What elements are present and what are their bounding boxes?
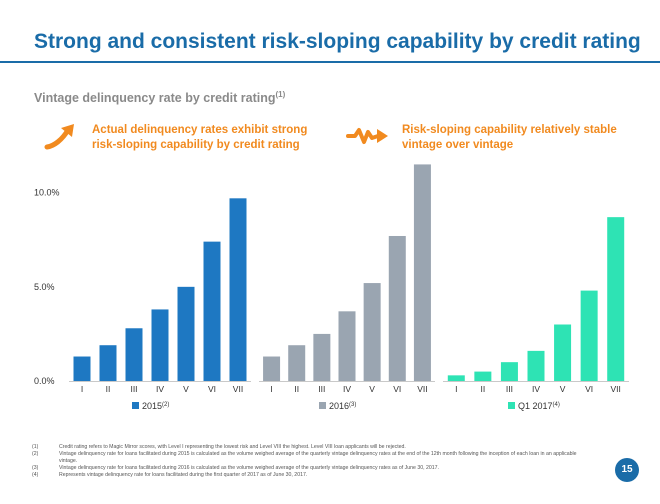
footnote-number: (3) [32,465,39,471]
page-number-badge: 15 [615,458,639,482]
title-divider [0,61,660,63]
x-tick-label: IV [532,384,540,394]
x-tick-label: V [560,384,566,394]
bar-2015-ii [99,345,117,381]
bar-q1-2017-vi [580,290,598,381]
x-tick-label: IV [343,384,351,394]
y-tick-label: 10.0% [34,188,60,198]
y-tick-label: 0.0% [34,376,55,386]
bar-2015-v [177,286,195,381]
footnote-2: (2) Vintage delinquency rate for loans fa… [32,451,592,465]
bar-q1-2017-v [554,324,572,381]
trending-up-arrow-icon [44,124,74,150]
footnote-text: Vintage delinquency rate for loans facil… [59,451,577,464]
callout-left-line2: risk-sloping capability by credit rating [92,139,300,151]
x-tick-label: I [455,384,457,394]
subtitle-footnote-ref: (1) [275,90,286,99]
x-tick-label: III [130,384,137,394]
bar-2016-ii [288,345,306,381]
x-tick-label: III [506,384,513,394]
footnote-number: (1) [32,444,39,450]
bar-q1-2017-i [447,375,465,381]
bar-q1-2017-iii [500,362,518,381]
x-tick-label: V [369,384,375,394]
legend-footnote-ref: (2) [162,402,169,408]
x-tick-label: II [480,384,485,394]
x-tick-label: I [270,384,272,394]
stable-wave-arrow-icon [346,128,388,144]
legend-label: 2015(2) [142,401,169,411]
x-tick-label: II [106,384,111,394]
callout-left: Actual delinquency rates exhibit strong … [92,123,307,153]
bar-2015-i [73,356,91,381]
x-tick-label: VII [233,384,243,394]
x-tick-label: IV [156,384,164,394]
legend-swatch [319,402,326,409]
callout-left-line1: Actual delinquency rates exhibit strong [92,124,308,136]
subtitle-text: Vintage delinquency rate by credit ratin… [34,91,276,106]
footnote-text: Vintage delinquency rate for loans facil… [59,465,439,471]
bar-2015-vi [203,241,221,381]
x-tick-label: VI [585,384,593,394]
bar-q1-2017-iv [527,350,545,381]
bar-2016-i [263,356,281,381]
callout-right-line2: vintage over vintage [402,139,514,151]
bar-2016-vii [413,164,431,381]
x-tick-label: II [294,384,299,394]
bar-2015-iii [125,328,143,381]
callout-right: Risk-sloping capability relatively stabl… [402,123,617,153]
x-tick-label: I [81,384,83,394]
footnote-4: (4) Represents vintage delinquency rate f… [32,472,592,479]
footnote-3: (3) Vintage delinquency rate for loans fa… [32,465,592,472]
bar-q1-2017-vii [607,217,625,381]
x-tick-label: VI [393,384,401,394]
x-tick-label: III [318,384,325,394]
bar-2015-vii [229,198,247,381]
footnote-1: (1) Credit rating refers to Magic Mirror … [32,444,592,451]
legend-swatch [132,402,139,409]
page-title: Strong and consistent risk-sloping capab… [34,30,641,53]
bar-2016-iv [338,311,356,381]
bar-2016-v [363,283,381,381]
x-tick-label: VII [611,384,621,394]
legend-label: Q1 2017(4) [518,401,560,411]
bar-2015-iv [151,309,169,381]
chart-subtitle: Vintage delinquency rate by credit ratin… [34,90,285,105]
footnote-text: Represents vintage delinquency rate for … [59,472,308,478]
x-tick-label: VII [417,384,427,394]
footnote-number: (4) [32,472,39,478]
x-tick-label: VI [208,384,216,394]
bar-2016-iii [313,333,331,381]
bar-q1-2017-ii [474,371,492,381]
legend-label: 2016(3) [329,401,356,411]
legend-swatch [508,402,515,409]
footnotes: (1) Credit rating refers to Magic Mirror … [32,444,592,479]
callout-right-line1: Risk-sloping capability relatively stabl… [402,124,617,136]
legend-footnote-ref: (4) [553,402,560,408]
bar-2016-vi [388,235,406,381]
x-tick-label: V [183,384,189,394]
legend-footnote-ref: (3) [349,402,356,408]
footnote-text: Credit rating refers to Magic Mirror sco… [59,444,406,450]
footnote-number: (2) [32,451,39,457]
y-tick-label: 5.0% [34,282,55,292]
